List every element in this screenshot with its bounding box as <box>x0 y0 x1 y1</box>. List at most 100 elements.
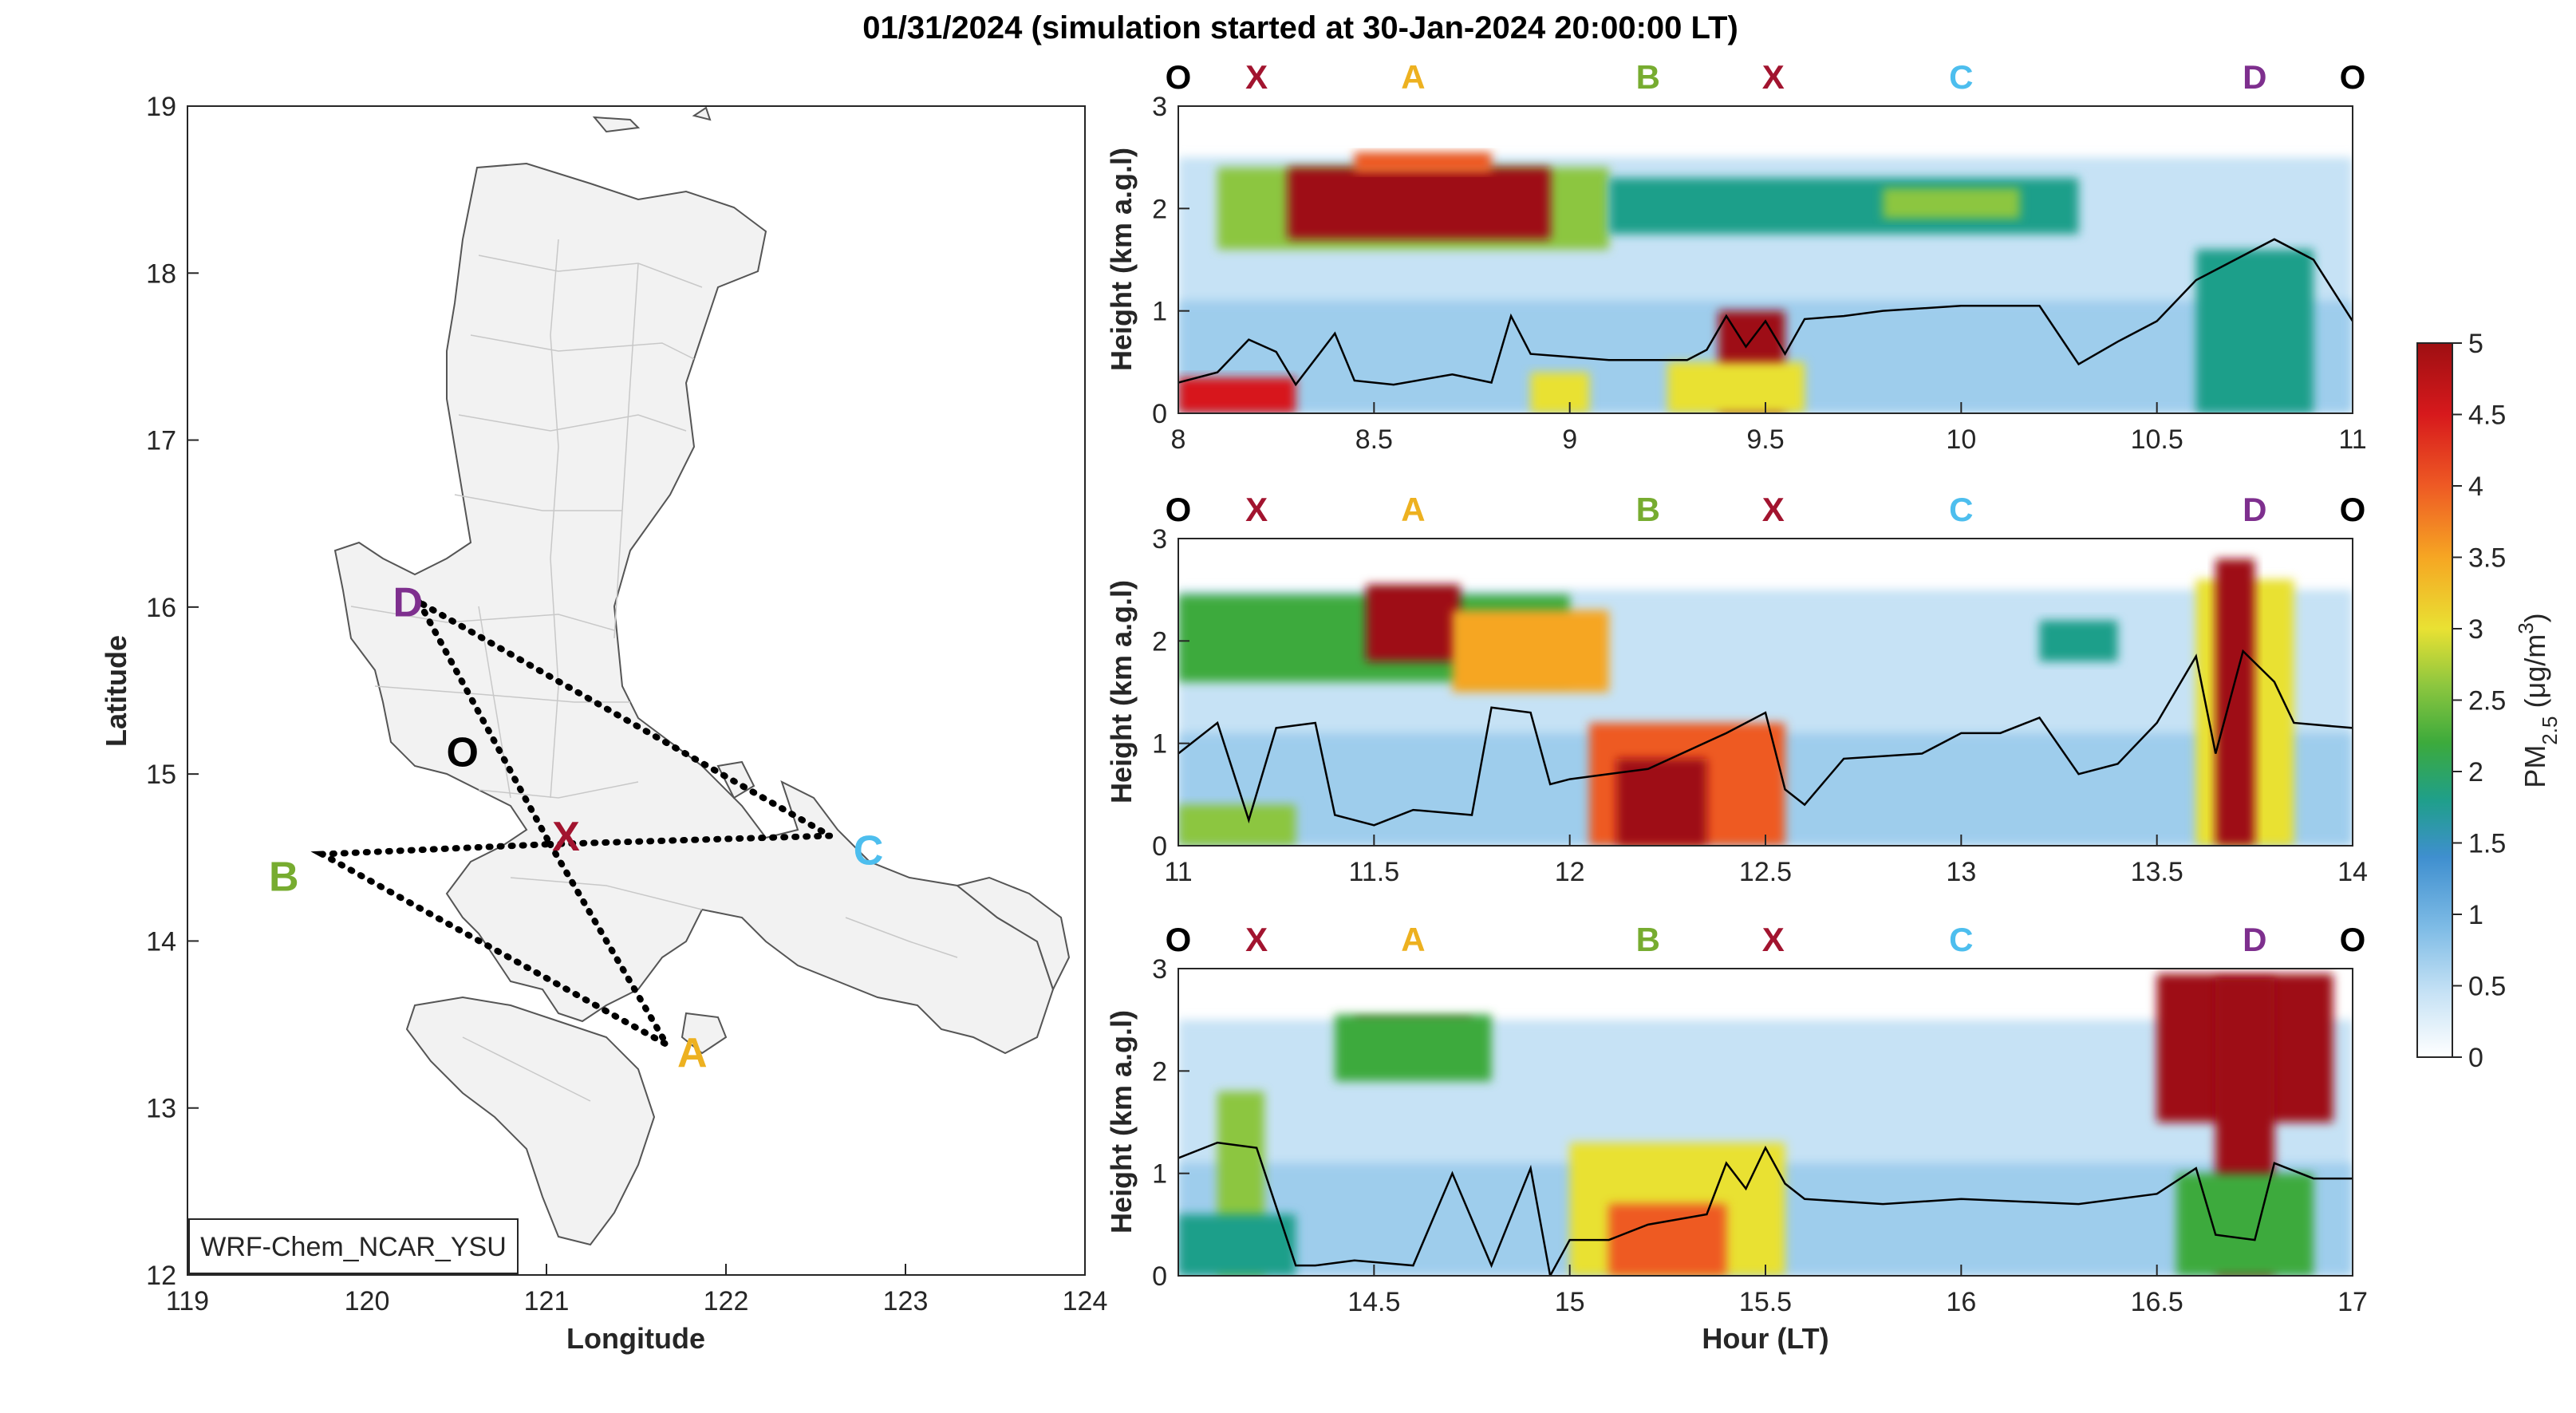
xtick-label: 12 <box>1555 857 1585 887</box>
luzon-landmass <box>333 162 1055 1055</box>
map-site-label-A: A <box>677 1030 708 1076</box>
colorbar-tick-label: 4.5 <box>2468 401 2506 431</box>
map-frame <box>187 105 1086 1276</box>
ytick-label: 1 <box>1152 297 1167 327</box>
xtick-label: 8 <box>1171 424 1186 455</box>
mindoro-island <box>405 996 656 1246</box>
xtick-label: 14 <box>2337 857 2368 887</box>
ytick-label: 3 <box>1152 92 1167 122</box>
map-xtick-label: 119 <box>166 1286 209 1316</box>
xtick-label: 16.5 <box>2131 1287 2183 1317</box>
panel-middle-ylabel: Height (km a.g.l) <box>1105 580 1138 803</box>
aerosol-layer <box>1452 610 1609 693</box>
map-xtick-label: 124 <box>1063 1286 1108 1316</box>
colorbar-tick-label: 1.5 <box>2468 829 2506 859</box>
marinduque-island <box>680 1012 728 1055</box>
xtick-label: 11 <box>2338 424 2366 455</box>
route-label-A: A <box>1401 491 1425 528</box>
aerosol-layer <box>1335 1014 1492 1082</box>
ytick-label: 2 <box>1152 626 1167 657</box>
xtick-label: 11.5 <box>1349 857 1400 887</box>
map-ytick-label: 18 <box>146 259 176 289</box>
aerosol-layer <box>1667 361 1805 413</box>
aerosol-layer <box>2176 1173 2314 1276</box>
map-xtick-label: 122 <box>704 1286 749 1316</box>
colorbar-tick-label: 2.5 <box>2468 686 2506 716</box>
route-label-X: X <box>1245 491 1268 528</box>
ytick-label: 0 <box>1152 831 1167 862</box>
map-xtick-label: 123 <box>883 1286 929 1316</box>
map-ytick-label: 19 <box>146 92 176 122</box>
route-label-X: X <box>1762 921 1785 958</box>
map-legend-text: WRF-Chem_NCAR_YSU <box>200 1232 507 1262</box>
colorbar-tick-label: 3.5 <box>2468 543 2506 574</box>
map-ytick-label: 17 <box>146 426 176 456</box>
colorbar-tick-label: 0 <box>2468 1043 2483 1073</box>
route-label-A: A <box>1401 58 1425 96</box>
ytick-label: 3 <box>1152 954 1167 985</box>
route-label-X: X <box>1245 921 1268 958</box>
route-label-O: O <box>1166 491 1192 528</box>
map-site-label-O: O <box>447 730 479 776</box>
route-label-O: O <box>2340 921 2366 958</box>
ytick-label: 2 <box>1152 1056 1167 1087</box>
aerosol-layer <box>2039 620 2118 661</box>
xtick-label: 14.5 <box>1347 1287 1400 1317</box>
pbl-height-line <box>1178 238 2353 387</box>
colorbar-tick-label: 1 <box>2468 900 2483 930</box>
xtick-label: 12.5 <box>1739 857 1792 887</box>
map-ytick-label: 13 <box>146 1094 176 1124</box>
xtick-label: 9 <box>1562 424 1577 455</box>
ytick-label: 0 <box>1152 1261 1167 1292</box>
babuyan-islands <box>592 106 712 133</box>
xtick-label: 9.5 <box>1746 424 1784 455</box>
figure-title: 01/31/2024 (simulation started at 30-Jan… <box>862 10 1738 45</box>
map-ytick-label: 15 <box>146 760 176 790</box>
aerosol-layer <box>1608 1204 1726 1276</box>
route-label-D: D <box>2243 491 2266 528</box>
xtick-label: 13.5 <box>2131 857 2183 887</box>
route-label-C: C <box>1949 921 1973 958</box>
map-xtick-label: 120 <box>345 1286 390 1316</box>
route-label-C: C <box>1949 58 1973 96</box>
ytick-label: 2 <box>1152 194 1167 224</box>
route-label-D: D <box>2243 58 2266 96</box>
route-label-X: X <box>1762 491 1785 528</box>
map-ylabel: Latitude <box>100 635 132 747</box>
ytick-label: 0 <box>1152 399 1167 429</box>
flight-track-line <box>310 598 842 1053</box>
map-xlabel: Longitude <box>566 1322 705 1355</box>
aerosol-layer <box>2215 558 2255 846</box>
xtick-label: 15.5 <box>1739 1287 1792 1317</box>
route-label-O: O <box>2340 58 2366 96</box>
map-xtick-label: 121 <box>524 1286 570 1316</box>
map-ytick-label: 12 <box>146 1261 176 1291</box>
map-ytick-label: 14 <box>146 926 176 957</box>
route-label-O: O <box>1166 921 1192 958</box>
route-label-B: B <box>1636 921 1660 958</box>
route-label-C: C <box>1949 491 1973 528</box>
xtick-label: 17 <box>2337 1287 2368 1317</box>
map-site-label-X: X <box>552 814 580 860</box>
xtick-label: 15 <box>1555 1287 1585 1317</box>
xtick-label: 11 <box>1164 857 1192 887</box>
bicol-peninsula <box>955 876 1071 992</box>
map-site-label-D: D <box>393 580 423 626</box>
panel-top-ylabel: Height (km a.g.l) <box>1105 148 1138 371</box>
xtick-label: 13 <box>1946 857 1976 887</box>
map-axes: 119 120 121 122 123 124 12 13 14 15 16 17 18 19 Longi… <box>100 92 1107 1355</box>
colorbar-tick-label: 0.5 <box>2468 972 2506 1002</box>
aerosol-layer <box>1616 758 1707 846</box>
colorbar-gradient <box>2416 342 2453 1058</box>
aerosol-layer <box>1530 372 1590 413</box>
panel-bottom-ylabel: Height (km a.g.l) <box>1105 1010 1138 1233</box>
aerosol-layer <box>1288 168 1551 239</box>
route-label-A: A <box>1401 921 1425 958</box>
xtick-label: 10 <box>1946 424 1976 455</box>
map-legend-box: WRF-Chem_NCAR_YSU <box>188 1218 519 1274</box>
route-label-B: B <box>1636 58 1660 96</box>
colorbar-tick-label: 3 <box>2468 614 2483 645</box>
aerosol-layer <box>1883 187 2020 219</box>
